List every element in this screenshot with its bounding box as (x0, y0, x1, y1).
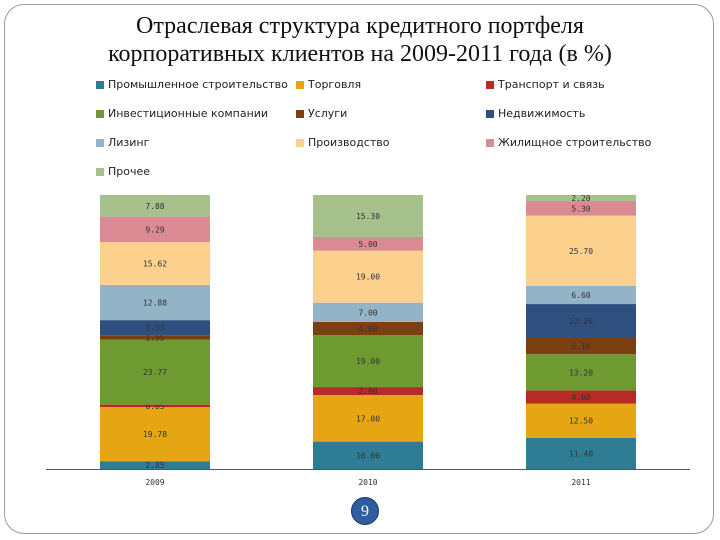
slide-title: Отраслевая структура кредитного портфеля… (0, 12, 720, 68)
title-line-1: Отраслевая структура кредитного портфеля (136, 13, 584, 39)
bar-segment (526, 304, 636, 338)
legend-item: Лизинг (96, 136, 149, 149)
data-label: 13.20 (569, 368, 593, 377)
data-label: 10.00 (356, 451, 380, 460)
legend-swatch (96, 109, 104, 118)
data-label: 19.78 (143, 430, 167, 439)
legend-swatch (296, 138, 304, 147)
legend-label: Транспорт и связь (498, 78, 605, 91)
legend-swatch (486, 138, 494, 147)
bar-segment (526, 403, 636, 438)
bar-segment (313, 250, 423, 303)
bar-segment (526, 337, 636, 355)
legend-swatch (486, 109, 494, 118)
bar-segment (100, 320, 210, 336)
legend-label: Прочее (108, 165, 151, 178)
data-label: 11.40 (569, 449, 593, 458)
data-label: 19.00 (356, 273, 380, 282)
legend-label: Промышленное строительство (108, 78, 288, 91)
bar-segment (526, 215, 636, 286)
bar-segment (313, 236, 423, 251)
data-label: 4.80 (358, 324, 377, 333)
page-number-badge: 9 (351, 497, 379, 525)
data-label: 5.00 (358, 240, 377, 249)
x-tick-label: 2010 (358, 478, 377, 487)
bar-segment (100, 216, 210, 243)
data-label: 5.30 (571, 204, 590, 213)
legend-label: Недвижимость (498, 107, 586, 120)
bar-segment (526, 285, 636, 305)
legend-item: Недвижимость (486, 107, 585, 120)
legend-label: Производство (308, 136, 390, 149)
title-line-2: корпоративных клиентов на 2009-2011 года… (108, 41, 612, 67)
x-tick-label: 2009 (145, 478, 164, 487)
data-label: 2.20 (571, 194, 590, 203)
bar-segment (100, 242, 210, 285)
data-label: 23.77 (143, 368, 167, 377)
data-label: 12.88 (143, 298, 167, 307)
data-label: 4.80 (571, 393, 590, 402)
legend-item: Производство (296, 136, 389, 149)
legend-label: Инвестиционные компании (108, 107, 269, 120)
data-label: 2.85 (145, 461, 164, 470)
bar-segment (313, 302, 423, 322)
bar-segment (526, 437, 636, 469)
data-label: 7.00 (358, 308, 377, 317)
legend-item: Торговля (296, 78, 361, 91)
chart-legend: Промышленное строительство Торговля Трансп… (96, 78, 696, 188)
bar-segment (100, 195, 210, 217)
legend-item: Услуги (296, 107, 347, 120)
bar-segment (100, 339, 210, 405)
data-label: 9.29 (145, 225, 164, 234)
bar-segment (100, 335, 210, 340)
legend-label: Жилищное строительство (498, 136, 652, 149)
bar-segment (526, 201, 636, 216)
data-label: 1.55 (145, 333, 164, 342)
legend-swatch (486, 80, 494, 89)
legend-item: Транспорт и связь (486, 78, 605, 91)
bar-segment (313, 387, 423, 396)
data-label: 6.10 (571, 342, 590, 351)
legend-item: Промышленное строительство (96, 78, 288, 91)
legend-item: Жилищное строительство (486, 136, 651, 149)
data-label: 15.30 (356, 212, 380, 221)
bar-segment (100, 404, 210, 407)
bar-segment (100, 461, 210, 469)
data-label: 12.20 (569, 317, 593, 326)
legend-label: Лизинг (108, 136, 150, 149)
data-label: 25.70 (569, 247, 593, 256)
legend-swatch (96, 80, 104, 89)
data-label: 12.50 (569, 417, 593, 426)
bar-segment (526, 390, 636, 404)
bar-segment (313, 441, 423, 469)
data-label: 7.88 (145, 202, 164, 211)
data-label: 0.85 (145, 402, 164, 411)
bar-segment (100, 284, 210, 321)
legend-label: Торговля (308, 78, 362, 91)
data-label: 15.62 (143, 259, 167, 268)
legend-label: Услуги (308, 107, 348, 120)
data-label: 17.00 (356, 414, 380, 423)
legend-swatch (96, 167, 104, 176)
bar-segment (526, 354, 636, 391)
data-label: 19.00 (356, 357, 380, 366)
data-label: 6.60 (571, 291, 590, 300)
legend-swatch (96, 138, 104, 147)
legend-swatch (296, 109, 304, 118)
legend-swatch (296, 80, 304, 89)
bar-segment (313, 195, 423, 237)
bar-segment (313, 395, 423, 442)
bar-segment (526, 195, 636, 202)
bar-segment (313, 321, 423, 336)
legend-item: Инвестиционные компании (96, 107, 268, 120)
bar-segment (100, 406, 210, 462)
x-tick-label: 2011 (571, 478, 590, 487)
data-label: 2.90 (358, 387, 377, 396)
data-label: 5.53 (145, 324, 164, 333)
bar-segment (313, 335, 423, 388)
legend-item: Прочее (96, 165, 150, 178)
